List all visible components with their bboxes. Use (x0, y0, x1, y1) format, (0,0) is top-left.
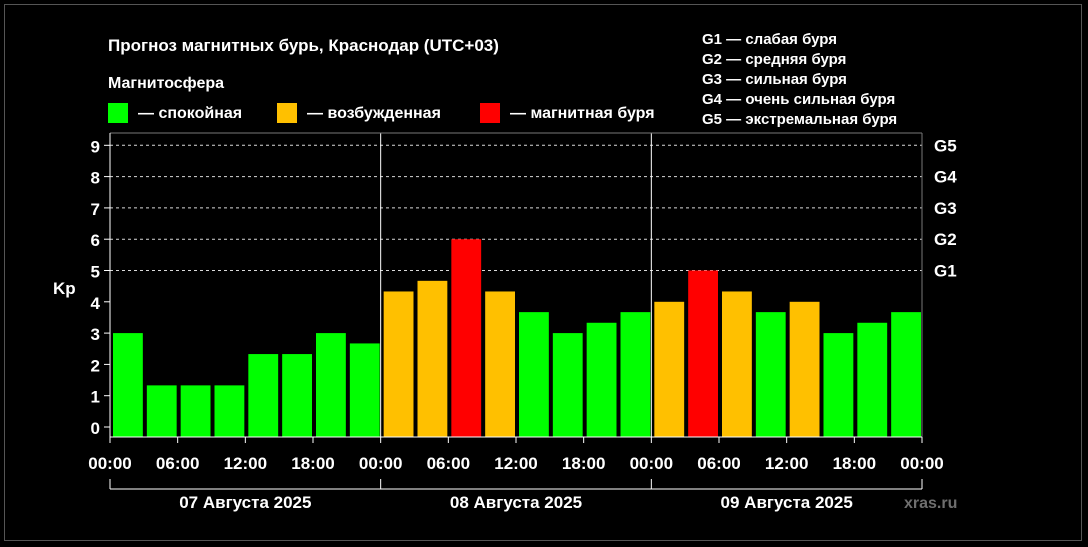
bar-23 (857, 322, 888, 437)
y-tick-label-2: 2 (91, 356, 100, 375)
x-tick-label-7: 12:00 (494, 454, 537, 473)
bar-15 (586, 322, 617, 437)
axes: G1 G2 G3 G4 G5 0 1 2 3 4 5 6 7 8 9 00:00 06:00 12:00 18:00… (88, 132, 957, 512)
bar-2 (146, 385, 177, 437)
chart-title: Прогноз магнитных бурь, Краснодар (UTC+0… (108, 36, 499, 55)
bar-16 (620, 312, 651, 437)
y-tick-label-4: 4 (91, 294, 101, 313)
x-tick-label-1: 00:00 (88, 454, 131, 473)
legend-label-1: — спокойная (138, 105, 242, 122)
legend-swatch-1 (108, 103, 128, 123)
bar-19 (722, 291, 752, 437)
legend-swatch-2 (277, 103, 297, 123)
y-tick-label-7: 7 (91, 200, 100, 219)
legend: — спокойная — возбужденная — магнитная бур… (108, 103, 655, 123)
grid (110, 133, 922, 437)
y-tick-label-0: 0 (91, 419, 100, 438)
bar-21 (789, 301, 820, 437)
bar-5 (248, 354, 279, 437)
x-tick-label-5: 00:00 (359, 454, 402, 473)
g-legend-item-5: G5 — экстремальная буря (702, 111, 897, 128)
x-tick-label-2: 06:00 (156, 454, 199, 473)
bar-14 (552, 333, 583, 437)
legend-label-2: — возбужденная (307, 105, 441, 122)
day-label-3: 09 Августа 2025 (721, 493, 853, 512)
bar-20 (755, 312, 786, 437)
bar-12 (485, 291, 515, 437)
bar-3 (180, 385, 211, 437)
x-tick-label-4: 18:00 (291, 454, 334, 473)
x-tick-label-3: 12:00 (224, 454, 267, 473)
g-tick-g2: G2 (934, 230, 957, 249)
legend-title: Магнитосфера (108, 75, 224, 92)
g-legend-item-2: G2 — средняя буря (702, 51, 846, 68)
bar-22 (823, 333, 854, 437)
y-axis-label: Kp (53, 279, 76, 298)
x-tick-label-9: 00:00 (630, 454, 673, 473)
x-tick-label-8: 18:00 (562, 454, 605, 473)
bar-8 (349, 343, 380, 437)
bar-18 (688, 270, 718, 437)
y-tick-label-5: 5 (91, 263, 100, 282)
bar-4 (214, 385, 245, 437)
bar-17 (654, 301, 685, 437)
chart-frame (4, 4, 1082, 541)
bar-11 (451, 239, 482, 437)
x-tick-label-11: 12:00 (765, 454, 808, 473)
bar-7 (316, 333, 346, 437)
day-label-2: 08 Августа 2025 (450, 493, 582, 512)
bars (113, 239, 921, 437)
y-tick-label-3: 3 (91, 325, 100, 344)
bar-13 (519, 312, 549, 437)
day-label-1: 07 Августа 2025 (179, 493, 311, 512)
g-tick-g3: G3 (934, 199, 957, 218)
x-tick-label-10: 06:00 (697, 454, 740, 473)
legend-label-3: — магнитная буря (510, 105, 655, 122)
g-scale-legend: G1 — слабая буря G2 — средняя буря G3 — си… (702, 31, 897, 128)
bar-6 (282, 354, 312, 437)
g-legend-item-3: G3 — сильная буря (702, 71, 847, 88)
x-tick-label-13: 00:00 (900, 454, 943, 473)
y-tick-label-9: 9 (91, 137, 100, 156)
x-tick-label-6: 06:00 (427, 454, 470, 473)
watermark: xras.ru (904, 495, 957, 512)
g-tick-g5: G5 (934, 136, 957, 155)
g-legend-item-1: G1 — слабая буря (702, 31, 837, 48)
g-tick-g4: G4 (934, 168, 957, 187)
bar-1 (113, 333, 143, 437)
y-tick-label-6: 6 (91, 231, 100, 250)
bar-9 (383, 291, 414, 437)
y-tick-label-1: 1 (91, 388, 100, 407)
bar-10 (417, 280, 448, 437)
g-tick-g1: G1 (934, 262, 957, 281)
legend-swatch-3 (480, 103, 500, 123)
x-tick-label-12: 18:00 (833, 454, 876, 473)
g-legend-item-4: G4 — очень сильная буря (702, 91, 895, 108)
y-tick-label-8: 8 (91, 169, 100, 188)
bar-24 (891, 312, 921, 437)
